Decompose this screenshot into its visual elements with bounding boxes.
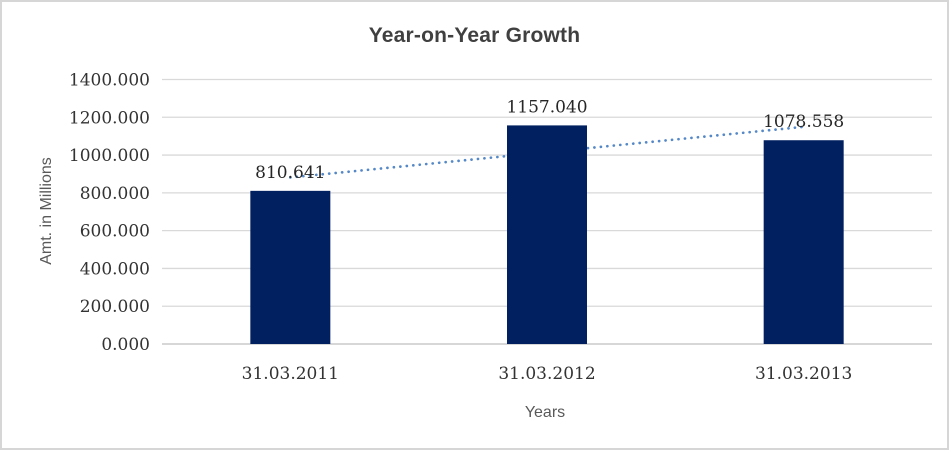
y-tick-label: 1200.000 (69, 108, 150, 128)
y-tick-label: 800.000 (80, 184, 150, 204)
bar (250, 190, 331, 344)
x-axis-title: Years (524, 404, 566, 421)
bar-data-label: 810.641 (255, 163, 325, 183)
x-tick-label: 31.03.2013 (755, 364, 852, 384)
x-tick-label: 31.03.2011 (242, 364, 339, 384)
y-tick-label: 1000.000 (69, 146, 150, 166)
y-tick-label: 1400.000 (69, 71, 150, 91)
bar-data-label: 1078.558 (763, 112, 844, 132)
bar-data-label: 1157.040 (506, 97, 587, 117)
y-tick-label: 200.000 (80, 297, 150, 317)
bar (763, 140, 844, 344)
bar (507, 125, 587, 344)
y-tick-label: 0.000 (101, 335, 150, 355)
x-tick-label: 31.03.2012 (498, 364, 595, 384)
y-tick-label: 600.000 (80, 222, 150, 242)
chart-title: Year-on-Year Growth (368, 24, 581, 47)
trendline (288, 125, 806, 179)
y-tick-label: 400.000 (80, 259, 150, 279)
